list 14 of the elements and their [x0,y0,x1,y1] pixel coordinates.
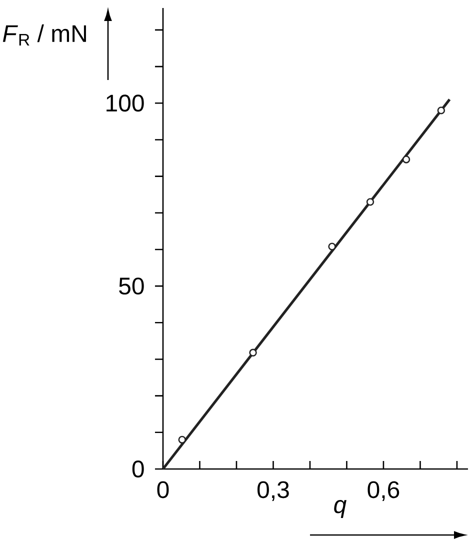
point [178,436,186,444]
point [249,348,257,357]
x-tick-label: 0 [157,481,169,498]
y-tick-label: 50 [119,278,144,295]
y-tick-label: 100 [106,94,144,112]
point [328,242,336,250]
x-axis-title: q [334,500,346,518]
y-axis-title: F$_{R}$ / mN [2,24,86,46]
point [402,156,410,164]
y-tick-label: 0 [132,460,144,478]
point [366,198,374,206]
x-tick-label: 0,6 [368,481,400,502]
point [437,106,446,114]
x-tick-label: 0,3 [257,481,289,502]
